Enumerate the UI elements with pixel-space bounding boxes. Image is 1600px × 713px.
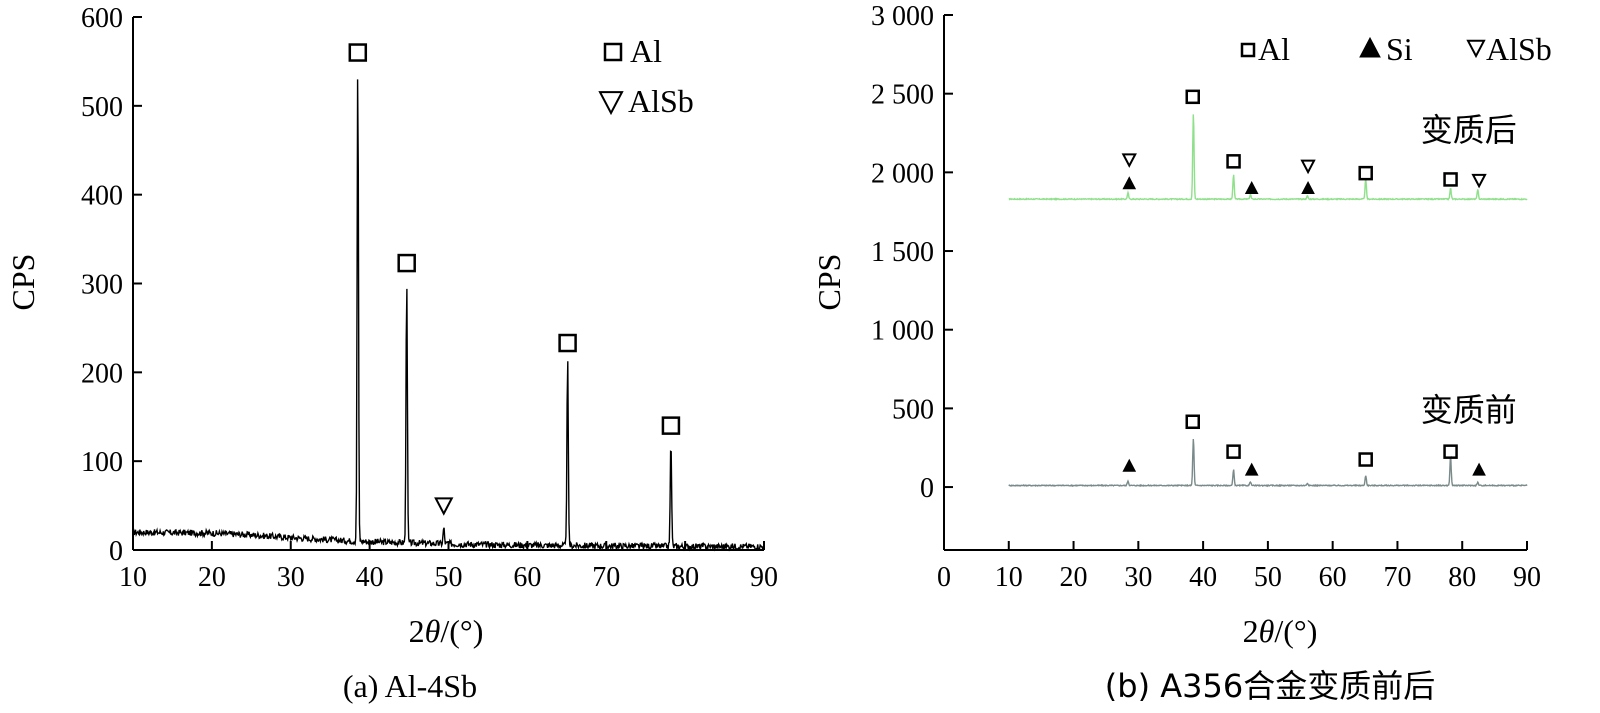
y-tick-label: 100	[81, 447, 123, 478]
y-tick-label: 1 500	[871, 237, 934, 268]
legend-triangle-down-icon	[598, 91, 624, 116]
panel-b-a356: 0 10 20 30 40 50 60 70 80 90 0 500 1 000 1 500 2 000 2 …	[811, 1, 1552, 705]
x-tick-label: 90	[750, 562, 778, 593]
y-tick-label: 3 000	[871, 1, 934, 32]
y-tick-label: 1 000	[871, 316, 934, 347]
y-tick-label: 0	[920, 473, 934, 504]
square-marker	[1185, 414, 1200, 430]
triangle-up-marker	[1122, 176, 1137, 190]
y-tick-label: 500	[892, 394, 934, 425]
x-tick-label: 20	[198, 562, 226, 593]
x-tick-label: 10	[995, 562, 1023, 593]
y-tick-label: 500	[81, 92, 123, 123]
x-tick-label: 30	[277, 562, 305, 593]
triangle-up-marker	[1122, 458, 1137, 472]
x-tick-label: 10	[119, 562, 147, 593]
panel-a-ylabel: CPS	[5, 254, 41, 311]
legend-triangle-up-icon	[1359, 36, 1381, 58]
panel-b-plot-area: 0 10 20 30 40 50 60 70 80 90 0 500 1 000 1 500 2 000 2 …	[871, 1, 1552, 593]
x-tick-label: 40	[1189, 562, 1217, 593]
legend-label: AlSb	[628, 83, 694, 119]
triangle-up-marker	[1472, 462, 1486, 476]
legend-label: Si	[1386, 31, 1413, 67]
legend-label: Al	[630, 33, 662, 69]
x-tick-label: 90	[1513, 562, 1541, 593]
x-tick-label: 0	[937, 562, 951, 593]
series-label: 变质后	[1421, 111, 1517, 149]
square-marker	[1358, 165, 1373, 181]
square-marker	[397, 253, 416, 273]
triangle-up-marker	[1244, 462, 1259, 476]
x-tick-label: 50	[1254, 562, 1282, 593]
y-tick-label: 2 000	[871, 158, 934, 189]
triangle-up-marker	[1301, 181, 1315, 194]
y-tick-label: 2 500	[871, 80, 934, 111]
series-line	[1008, 114, 1528, 201]
legend-square-icon	[1240, 42, 1256, 58]
x-tick-label: 30	[1124, 562, 1152, 593]
x-tick-label: 60	[1319, 562, 1347, 593]
y-tick-label: 600	[81, 3, 123, 34]
square-marker	[1358, 452, 1373, 467]
x-tick-label: 40	[356, 562, 384, 593]
legend-triangle-down-icon	[1466, 39, 1486, 59]
legend-square-icon	[603, 42, 623, 62]
x-tick-label: 60	[513, 562, 541, 593]
x-tick-label: 20	[1060, 562, 1088, 593]
x-tick-label: 50	[435, 562, 463, 593]
legend-label: AlSb	[1486, 31, 1552, 67]
square-marker	[558, 333, 577, 353]
triangle-down-marker	[1300, 159, 1316, 175]
panel-a-al-4sb: 10 20 30 40 50 60 70 80 90 0 100 200 300 400 500 600 Al A…	[5, 3, 778, 704]
panel-b-xlabel: 2θ/(°)	[1243, 613, 1318, 649]
x-tick-label: 70	[1383, 562, 1411, 593]
series-label: 变质前	[1421, 391, 1517, 429]
square-marker	[1443, 172, 1458, 187]
panel-a-caption: (a) Al-4Sb	[343, 668, 477, 704]
triangle-down-marker	[1121, 153, 1137, 168]
series-line	[1008, 438, 1528, 488]
square-marker	[661, 416, 681, 435]
square-marker	[1226, 154, 1241, 169]
panel-b-ylabel: CPS	[811, 254, 847, 311]
x-tick-label: 70	[592, 562, 620, 593]
panel-a-xlabel: 2θ/(°)	[409, 613, 484, 649]
square-marker	[348, 43, 368, 62]
panel-b-caption: (b) A356合金变质前后	[1105, 667, 1435, 705]
legend-label: Al	[1258, 31, 1290, 67]
triangle-down-marker	[1471, 173, 1487, 189]
y-tick-label: 400	[81, 181, 123, 212]
square-marker	[1443, 444, 1458, 459]
y-tick-label: 300	[81, 270, 123, 301]
triangle-down-marker	[434, 497, 454, 516]
y-tick-label: 200	[81, 358, 123, 389]
x-tick-label: 80	[671, 562, 699, 593]
y-tick-label: 0	[109, 536, 123, 567]
panel-a-plot-area: 10 20 30 40 50 60 70 80 90 0 100 200 300 400 500 600 Al A…	[81, 3, 778, 593]
triangle-up-marker	[1244, 181, 1259, 194]
x-tick-label: 80	[1448, 562, 1476, 593]
square-marker	[1185, 89, 1200, 105]
series-line	[132, 79, 765, 552]
square-marker	[1226, 444, 1241, 459]
